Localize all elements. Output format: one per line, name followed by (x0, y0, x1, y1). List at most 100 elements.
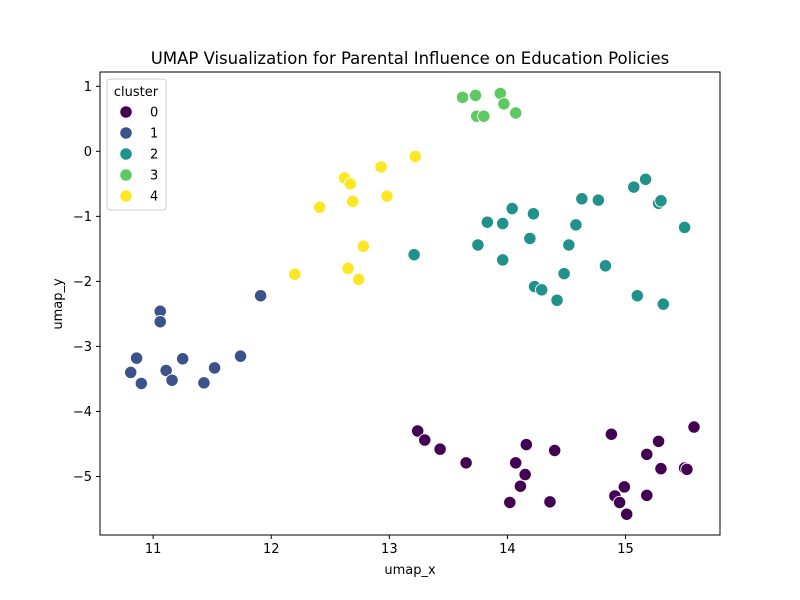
data-point (253, 289, 268, 303)
data-point (677, 220, 692, 235)
data-point (496, 216, 510, 231)
y-tick-label: −4 (73, 405, 92, 420)
data-point (627, 180, 641, 194)
legend-marker (119, 168, 133, 182)
data-point (638, 172, 653, 186)
data-point (526, 207, 541, 221)
x-tick-label: 12 (263, 542, 280, 557)
y-axis-label: umap_y (51, 278, 66, 330)
data-point (651, 434, 666, 449)
y-tick-label: −2 (73, 275, 92, 290)
data-point (550, 293, 564, 307)
data-point (207, 361, 222, 375)
x-tick-label: 15 (617, 542, 634, 557)
axes-frame (99, 71, 721, 536)
data-point (604, 427, 619, 441)
data-point (687, 420, 701, 434)
data-point (496, 253, 510, 267)
data-point (346, 194, 360, 209)
data-point (509, 106, 523, 120)
data-point (612, 495, 627, 510)
y-tick-label: 1 (84, 80, 92, 95)
legend-label: 4 (150, 190, 158, 205)
data-point (503, 495, 517, 510)
data-point (598, 259, 613, 273)
data-point (153, 315, 167, 329)
data-point (535, 283, 549, 297)
data-point (468, 88, 483, 103)
data-point (341, 261, 355, 276)
data-point (630, 289, 644, 303)
legend-title: cluster (114, 85, 159, 100)
y-tick-label: 0 (84, 145, 92, 160)
data-point (477, 109, 491, 123)
data-point (548, 443, 562, 458)
series-cluster-2 (407, 172, 692, 311)
data-point (523, 231, 537, 246)
data-point (591, 193, 606, 207)
data-point (471, 238, 485, 252)
data-point (680, 462, 694, 476)
data-point (411, 424, 425, 438)
x-tick-label: 14 (499, 542, 516, 557)
data-point (356, 239, 371, 253)
series-cluster-4 (288, 149, 422, 287)
legend-marker (119, 105, 133, 119)
y-axis: 1 0 −1 −2 −3 −4 −5 (73, 80, 100, 485)
data-point (654, 194, 668, 208)
legend-items: 0 1 2 3 4 (119, 105, 158, 205)
plot-area (124, 86, 701, 521)
data-point (433, 442, 447, 456)
data-point (418, 433, 432, 447)
data-point (165, 373, 179, 387)
data-point (654, 462, 668, 476)
data-point (519, 437, 533, 452)
series-cluster-3 (455, 86, 523, 123)
data-point (233, 349, 248, 363)
series-cluster-1 (124, 289, 268, 391)
data-point (575, 192, 589, 206)
data-point (569, 218, 583, 232)
data-point (176, 352, 190, 366)
data-point (543, 495, 557, 509)
data-point (408, 149, 422, 164)
y-tick-label: −3 (73, 340, 92, 355)
legend-label: 3 (150, 169, 158, 184)
x-axis: 11 12 13 14 15 (145, 535, 634, 557)
data-point (505, 201, 519, 216)
x-tick-label: 13 (381, 542, 398, 557)
data-point (617, 480, 631, 494)
data-point (407, 248, 421, 262)
data-point (557, 266, 571, 281)
x-axis-label: umap_x (384, 563, 436, 578)
data-point (562, 238, 576, 252)
data-point (159, 363, 173, 378)
y-tick-label: −5 (73, 470, 92, 485)
legend-label: 0 (150, 106, 158, 121)
data-point (343, 177, 358, 191)
data-point (656, 297, 670, 311)
data-point (459, 456, 473, 470)
data-point (134, 376, 148, 391)
chart-title: UMAP Visualization for Parental Influenc… (151, 49, 669, 68)
data-point (497, 97, 511, 111)
legend-marker (119, 189, 133, 203)
data-point (455, 90, 470, 105)
data-point (374, 160, 388, 174)
data-point (480, 215, 495, 229)
data-point (288, 267, 302, 281)
data-point (351, 272, 366, 287)
y-tick-label: −1 (73, 210, 92, 225)
data-point (640, 488, 654, 502)
legend-marker (119, 147, 133, 161)
legend: cluster 0 1 2 3 4 (106, 78, 167, 211)
data-point (620, 507, 634, 521)
x-tick-label: 11 (145, 542, 162, 557)
series-cluster-0 (411, 420, 701, 521)
data-point (197, 376, 211, 390)
data-point (509, 456, 523, 470)
legend-marker (119, 126, 133, 140)
data-point (518, 467, 532, 482)
data-point (513, 479, 528, 493)
